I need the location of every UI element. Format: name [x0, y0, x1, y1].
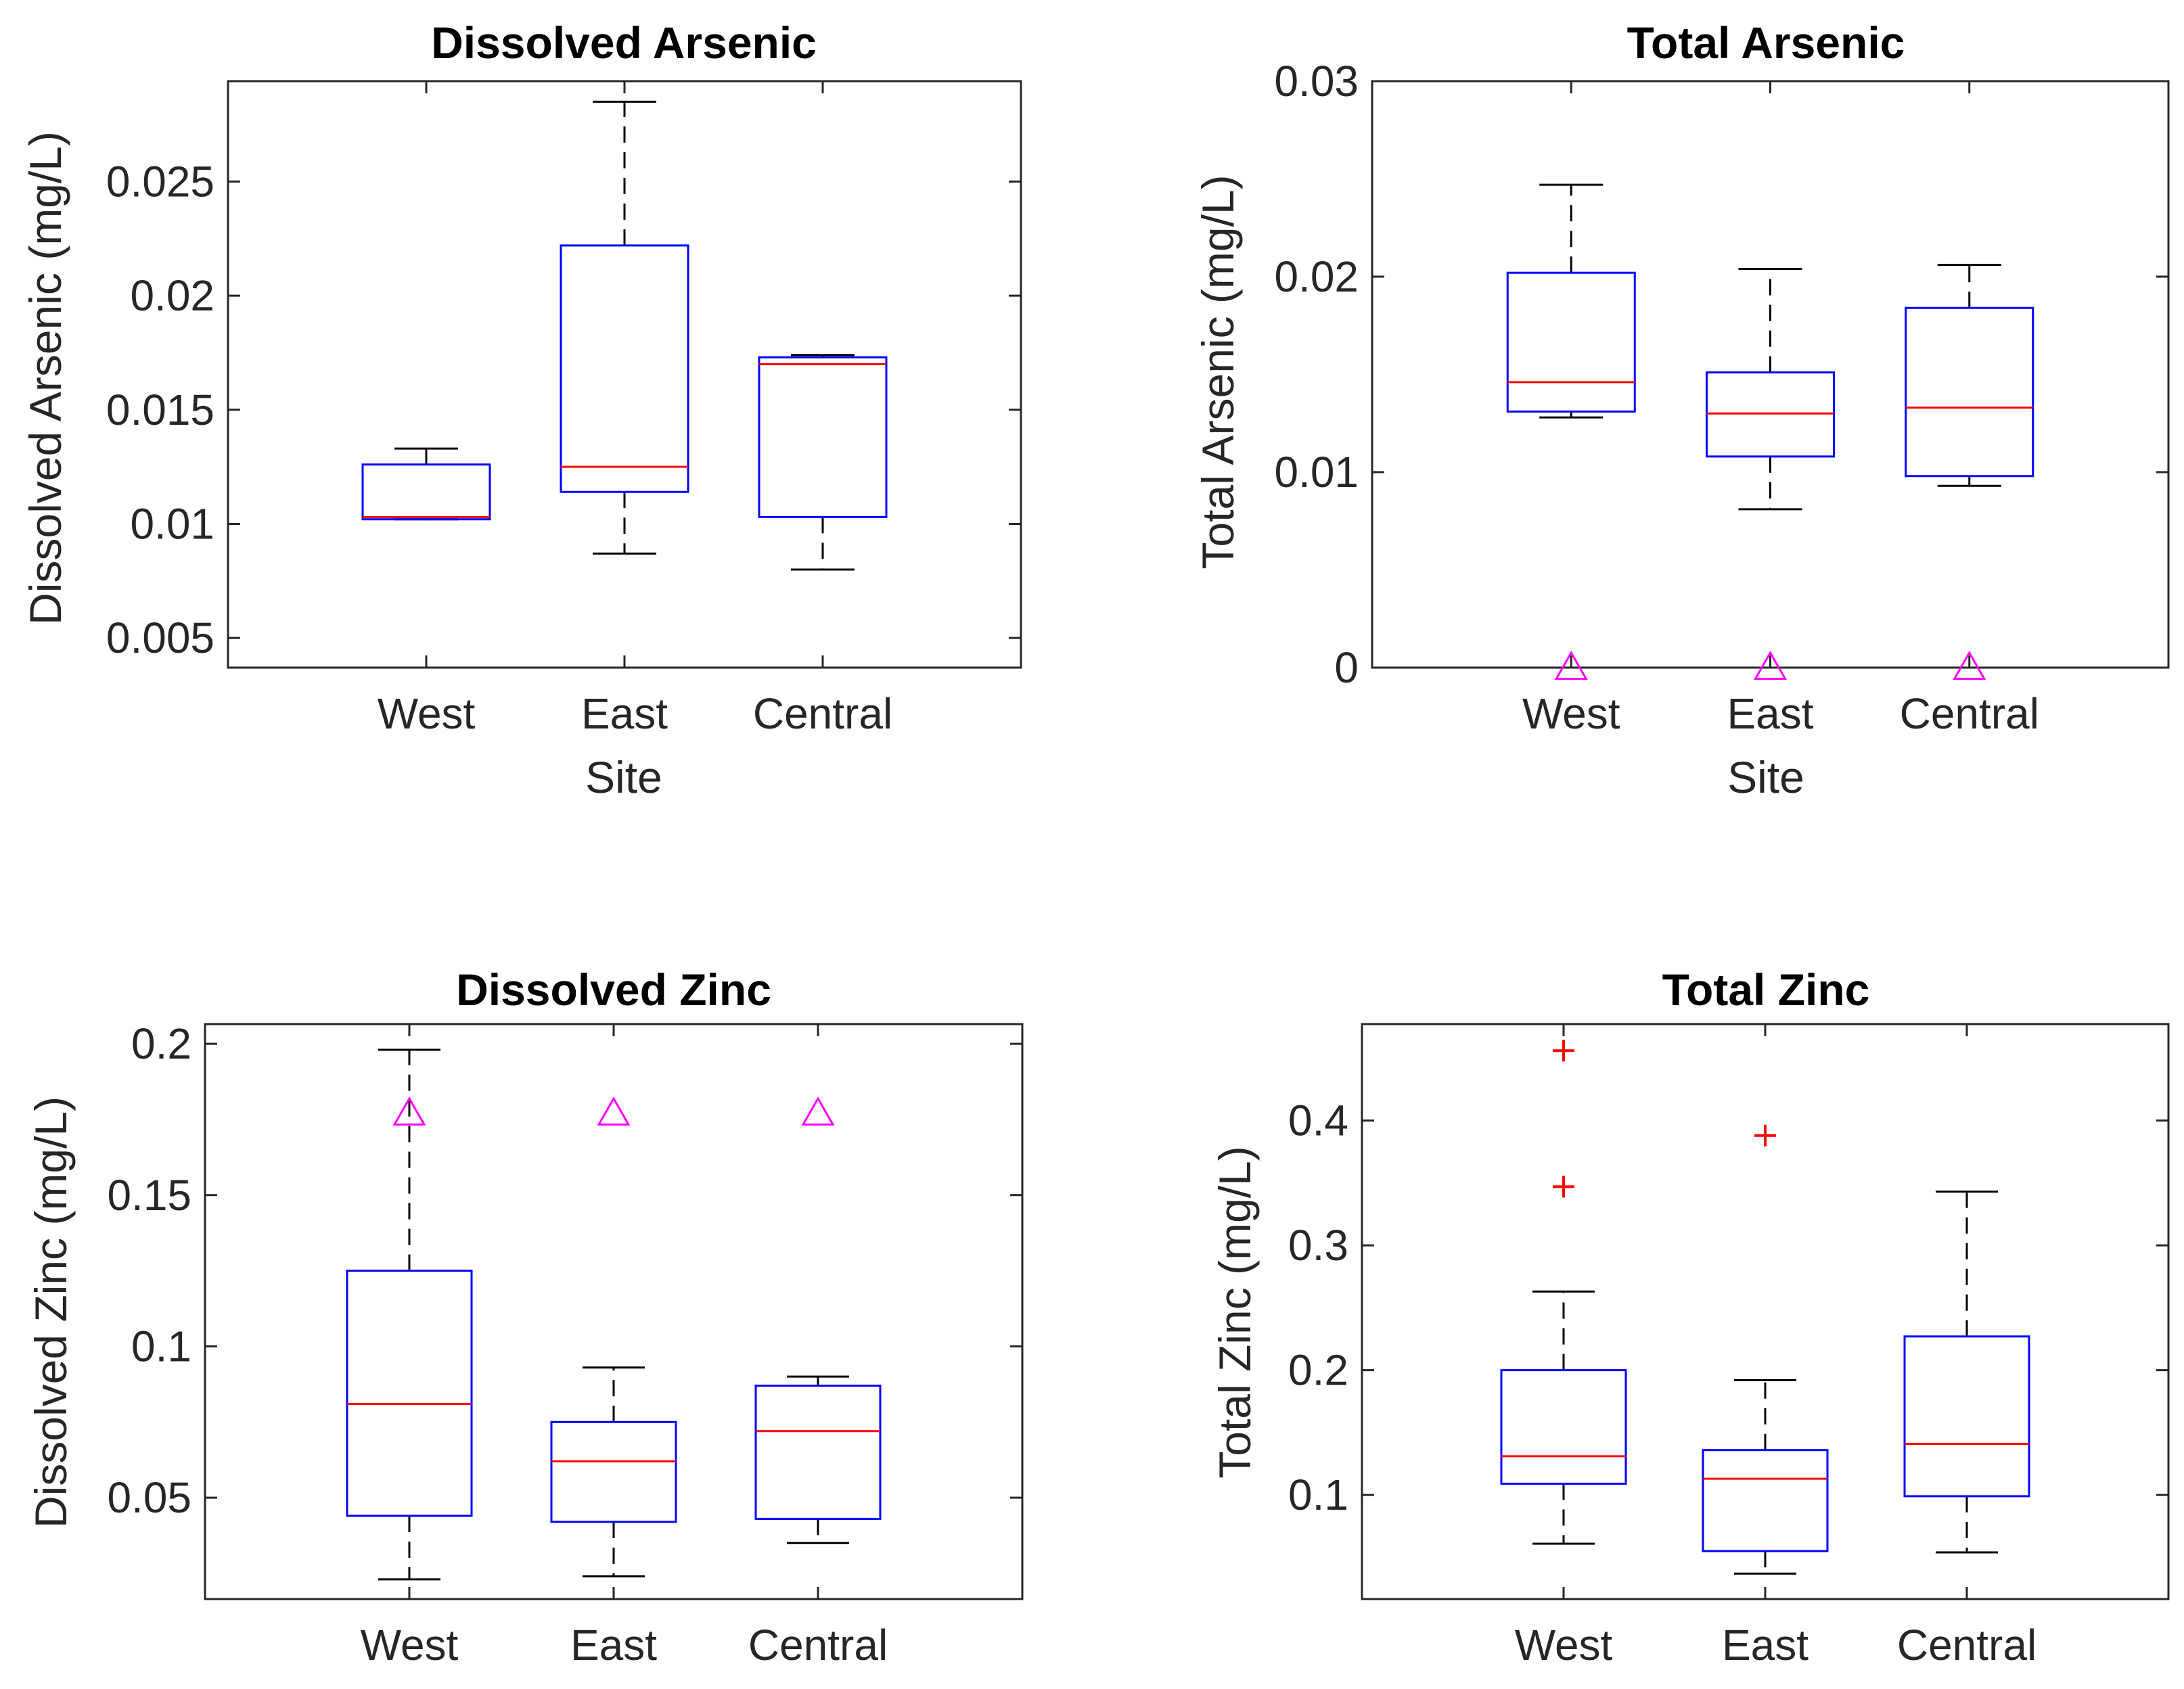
- box-west: [346, 1270, 473, 1517]
- plot-area: [1371, 80, 2170, 669]
- x-axis-label: Site: [1727, 752, 1804, 802]
- outlier-marker: [1754, 1124, 1776, 1147]
- y-tick-label: 0.005: [106, 614, 214, 662]
- panel-title: Total Zinc: [1662, 965, 1870, 1015]
- reference-triangle: [597, 1096, 631, 1126]
- x-tick-label: East: [581, 689, 668, 738]
- x-tick-label: East: [1722, 1621, 1808, 1669]
- x-tick-label: East: [1727, 689, 1813, 738]
- y-tick-label: 0.1: [1288, 1471, 1348, 1519]
- y-tick-label: 0.1: [131, 1322, 191, 1370]
- y-tick-label: 0.2: [1288, 1346, 1348, 1395]
- y-tick-label: 0.01: [130, 499, 214, 548]
- plot-marks: 0 0.01 0.02 0.03 West East Central: [1274, 57, 2168, 738]
- box-central: [1905, 306, 2034, 478]
- box-east: [1702, 1449, 1829, 1552]
- box-east: [550, 1420, 677, 1523]
- box-west: [361, 463, 491, 521]
- y-tick-label: 0.03: [1274, 57, 1359, 106]
- y-tick-label: 0: [1334, 643, 1359, 692]
- y-tick-label: 0.4: [1288, 1096, 1348, 1145]
- y-tick-label: 0.3: [1288, 1221, 1348, 1270]
- y-axis-label: Total Zinc (mg/L): [1210, 1146, 1260, 1478]
- box-west: [1500, 1369, 1627, 1485]
- outlier-marker: [1553, 1040, 1574, 1062]
- x-tick-label: West: [361, 1621, 459, 1669]
- x-axis-label: Site: [585, 752, 662, 802]
- box-west: [1506, 271, 1636, 413]
- y-tick-label: 0.2: [131, 1019, 191, 1068]
- y-tick-label: 0.02: [1274, 252, 1359, 301]
- plot-area: [204, 1023, 1024, 1600]
- panel-dissolved-arsenic: Dissolved Arsenic Dissolved Arsenic (mg/…: [20, 18, 1022, 802]
- reference-triangle: [1953, 650, 1986, 680]
- panel-title: Dissolved Arsenic: [431, 18, 817, 68]
- y-tick-label: 0.15: [107, 1171, 191, 1220]
- panel-title: Total Arsenic: [1627, 18, 1905, 68]
- reference-triangle: [392, 1096, 426, 1126]
- plot-marks: 0.1 0.2 0.3 0.4 West East Central: [1288, 1024, 2168, 1669]
- x-tick-label: West: [1522, 689, 1620, 738]
- box-central: [758, 356, 888, 518]
- plot-marks: 0.05 0.1 0.15 0.2 West East Central: [107, 1019, 1022, 1669]
- x-tick-label: Central: [753, 689, 892, 738]
- x-tick-label: Central: [1897, 1621, 2037, 1669]
- plot-area: [227, 80, 1022, 669]
- reference-triangle: [1554, 650, 1588, 680]
- plot-marks: 0.005 0.01 0.015 0.02 0.025 West East Central: [106, 81, 1021, 738]
- y-axis-label: Dissolved Zinc (mg/L): [26, 1096, 76, 1528]
- panel-title: Dissolved Zinc: [456, 965, 771, 1015]
- reference-triangle: [1753, 650, 1788, 680]
- y-tick-label: 0.01: [1274, 448, 1359, 496]
- y-tick-label: 0.025: [106, 157, 214, 206]
- box-central: [754, 1385, 882, 1520]
- y-tick-label: 0.02: [130, 271, 214, 320]
- box-east: [560, 244, 689, 493]
- panel-total-arsenic: Total Arsenic Total Arsenic (mg/L) Site …: [1193, 18, 2170, 802]
- panel-total-zinc: Total Zinc Total Zinc (mg/L) 0.10.20.30.…: [1210, 965, 2170, 1669]
- panel-dissolved-zinc: Dissolved Zinc Dissolved Zinc (mg/L) 0.0…: [26, 965, 1024, 1669]
- y-tick-label: 0.015: [106, 386, 214, 434]
- y-tick-label: 0.05: [107, 1473, 191, 1522]
- x-tick-label: West: [378, 689, 476, 738]
- reference-triangle: [801, 1096, 835, 1126]
- x-tick-label: West: [1515, 1621, 1613, 1669]
- y-axis-label: Dissolved Arsenic (mg/L): [20, 131, 70, 625]
- outlier-marker: [1553, 1176, 1574, 1198]
- x-tick-label: Central: [748, 1621, 888, 1669]
- y-axis-label: Total Arsenic (mg/L): [1193, 175, 1243, 569]
- x-tick-label: East: [570, 1621, 657, 1669]
- plot-area: [1361, 1023, 2170, 1600]
- x-tick-label: Central: [1900, 689, 2039, 738]
- box-central: [1903, 1335, 2030, 1498]
